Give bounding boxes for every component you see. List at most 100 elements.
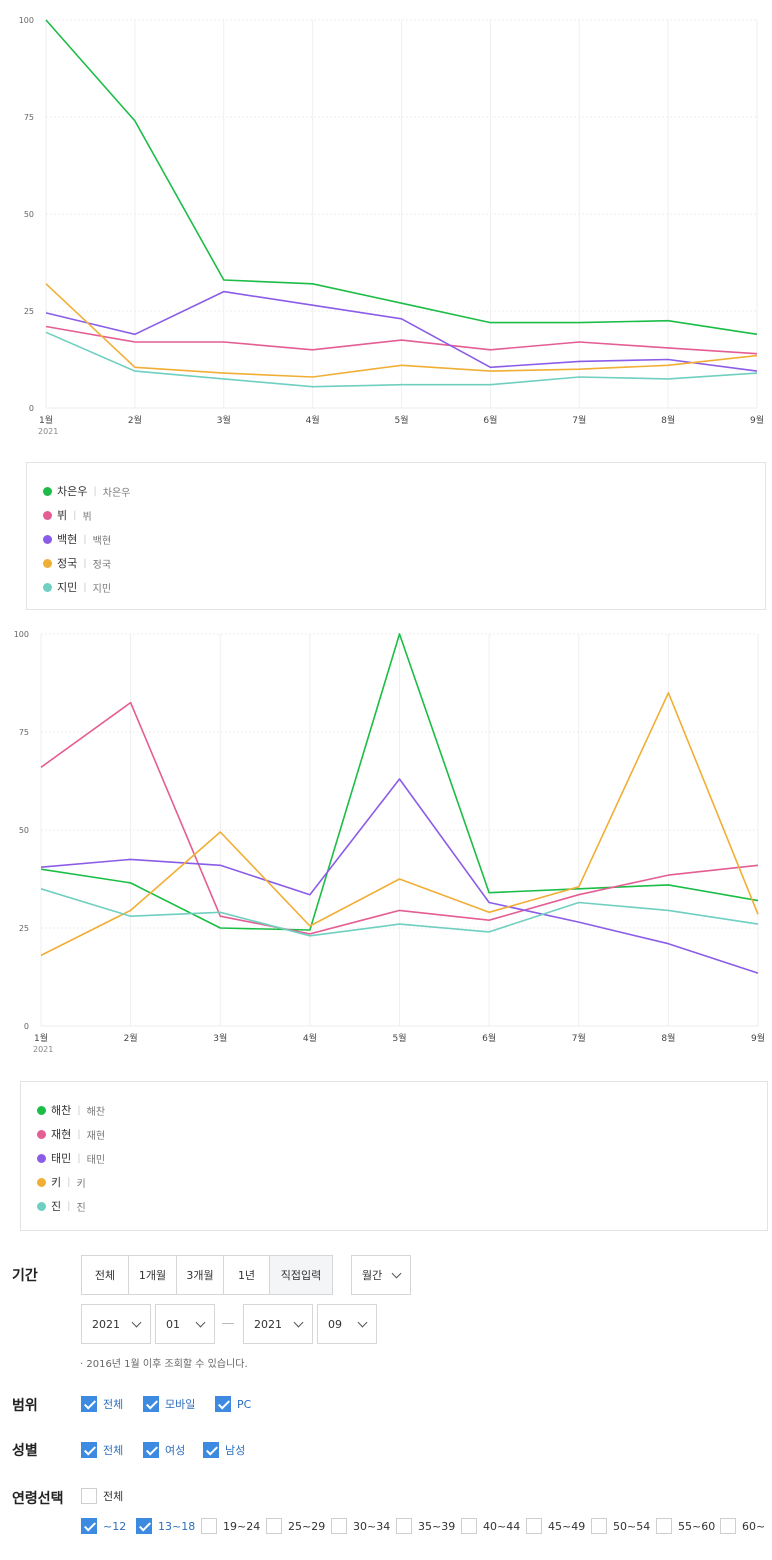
age-checkbox[interactable]: 30~34 [331,1518,390,1534]
legend-name: 지민 [57,581,78,594]
scope-checkbox[interactable]: 전체 [81,1396,123,1412]
checkbox-label: 전체 [103,1444,124,1457]
x-tick-label: 8월 [661,1032,675,1044]
checkbox-checked-icon[interactable] [203,1442,219,1458]
checkbox-label: PC [237,1397,252,1411]
legend-item[interactable]: 해찬 | 해찬 [37,1098,751,1122]
period-button-3month[interactable]: 3개월 [177,1256,224,1294]
age-checkbox[interactable]: ~12 [81,1518,126,1534]
gender-checkbox[interactable]: 여성 [143,1442,185,1458]
legend-alias: 백현 [92,535,112,547]
y-tick-label: 50 [19,826,29,835]
end-year-select[interactable]: 2021 [243,1304,313,1344]
legend-item[interactable]: 뷔 | 뷔 [43,503,749,527]
period-button-all[interactable]: 전체 [82,1256,129,1294]
legend-separator: | [83,581,87,593]
checkbox-checked-icon[interactable] [215,1396,231,1412]
age-checkbox[interactable]: 35~39 [396,1518,455,1534]
series-line-3[interactable] [45,290,758,372]
age-checkbox[interactable]: 40~44 [461,1518,520,1534]
gender-checkbox[interactable]: 전체 [81,1442,123,1458]
checkbox-label: 모바일 [165,1398,196,1411]
checkbox-checked-icon[interactable] [143,1442,159,1458]
y-tick-label: 50 [24,210,34,219]
age-checkbox[interactable]: 55~60 [656,1518,715,1534]
legend-dot-icon [43,558,52,568]
legend-item[interactable]: 재현 | 재현 [37,1122,751,1146]
legend-separator: | [77,1152,81,1164]
checkbox-empty-icon[interactable] [396,1518,412,1534]
series-line-4[interactable] [45,283,758,378]
legend-dot-icon [43,582,52,592]
legend-dot-icon [43,486,52,496]
legend-dot-icon [37,1177,46,1187]
y-tick-label: 0 [24,1022,29,1031]
checkbox-empty-icon[interactable] [720,1518,736,1534]
scope-checkbox[interactable]: PC [215,1396,251,1412]
checkbox-checked-icon[interactable] [81,1518,97,1534]
checkbox-empty-icon[interactable] [201,1518,217,1534]
period-button-1month[interactable]: 1개월 [129,1256,177,1294]
checkbox-checked-icon[interactable] [81,1396,97,1412]
checkbox-empty-icon[interactable] [526,1518,542,1534]
legend-alias: 키 [76,1178,86,1190]
legend-item[interactable]: 차은우 | 차은우 [43,479,749,503]
legend-item[interactable]: 백현 | 백현 [43,527,749,551]
series-line-5[interactable] [40,888,759,937]
legend-dot-icon [37,1201,46,1211]
gender-checkbox[interactable]: 남성 [203,1442,245,1458]
age-checkbox[interactable]: 45~49 [526,1518,585,1534]
legend-item[interactable]: 키 | 키 [37,1170,751,1194]
legend-alias: 진 [76,1202,86,1214]
x-tick-label: 6월 [482,1032,496,1044]
series-line-2[interactable] [45,325,758,355]
checkbox-checked-icon[interactable] [81,1442,97,1458]
checkbox-empty-icon[interactable] [656,1518,672,1534]
checkbox-empty-icon[interactable] [331,1518,347,1534]
age-checkbox[interactable]: 50~54 [591,1518,650,1534]
age-checkbox[interactable]: 60~ [720,1518,765,1534]
start-month-select[interactable]: 01 [155,1304,215,1344]
series-line-1[interactable] [40,633,759,931]
age-checkbox[interactable]: 19~24 [201,1518,260,1534]
checkbox-empty-icon[interactable] [461,1518,477,1534]
series-line-5[interactable] [45,331,758,388]
y-tick-label: 25 [19,924,29,933]
y-tick-label: 25 [24,307,34,316]
period-button-1year[interactable]: 1년 [224,1256,270,1294]
series-line-2[interactable] [40,701,759,935]
series-line-3[interactable] [40,778,759,974]
age-label: 연령선택 [12,1491,64,1507]
interval-select[interactable]: 월간 [351,1255,411,1295]
checkbox-empty-icon[interactable] [81,1488,97,1504]
legend-name: 키 [51,1176,62,1189]
checkbox-empty-icon[interactable] [266,1518,282,1534]
series-line-4[interactable] [40,692,759,957]
checkbox-label: 13~18 [158,1519,196,1533]
end-month-select[interactable]: 09 [317,1304,377,1344]
legend-item[interactable]: 태민 | 태민 [37,1146,751,1170]
legend-alias: 지민 [92,583,112,595]
x-tick-label: 4월 [303,1032,317,1044]
period-button-custom[interactable]: 직접입력 [270,1256,332,1294]
legend-separator: | [73,509,77,521]
age-checkbox[interactable]: 25~29 [266,1518,325,1534]
legend-item[interactable]: 정국 | 정국 [43,551,749,575]
scope-checkbox[interactable]: 모바일 [143,1396,195,1412]
legend-separator: | [67,1200,71,1212]
y-tick-label: 0 [29,404,34,413]
x-tick-label: 5월 [394,414,408,426]
checkbox-checked-icon[interactable] [143,1396,159,1412]
x-tick-label: 5월 [392,1032,406,1044]
legend-item[interactable]: 진 | 진 [37,1194,751,1218]
age-all-checkbox[interactable]: 전체 [81,1488,123,1504]
x-year-label: 2021 [33,1045,53,1054]
start-year-select[interactable]: 2021 [81,1304,151,1344]
series-line-1[interactable] [45,19,758,336]
age-checkbox[interactable]: 13~18 [136,1518,195,1534]
legend-name: 진 [51,1200,62,1213]
chevron-down-icon [357,1317,368,1328]
legend-item[interactable]: 지민 | 지민 [43,575,749,599]
checkbox-empty-icon[interactable] [591,1518,607,1534]
checkbox-checked-icon[interactable] [136,1518,152,1534]
